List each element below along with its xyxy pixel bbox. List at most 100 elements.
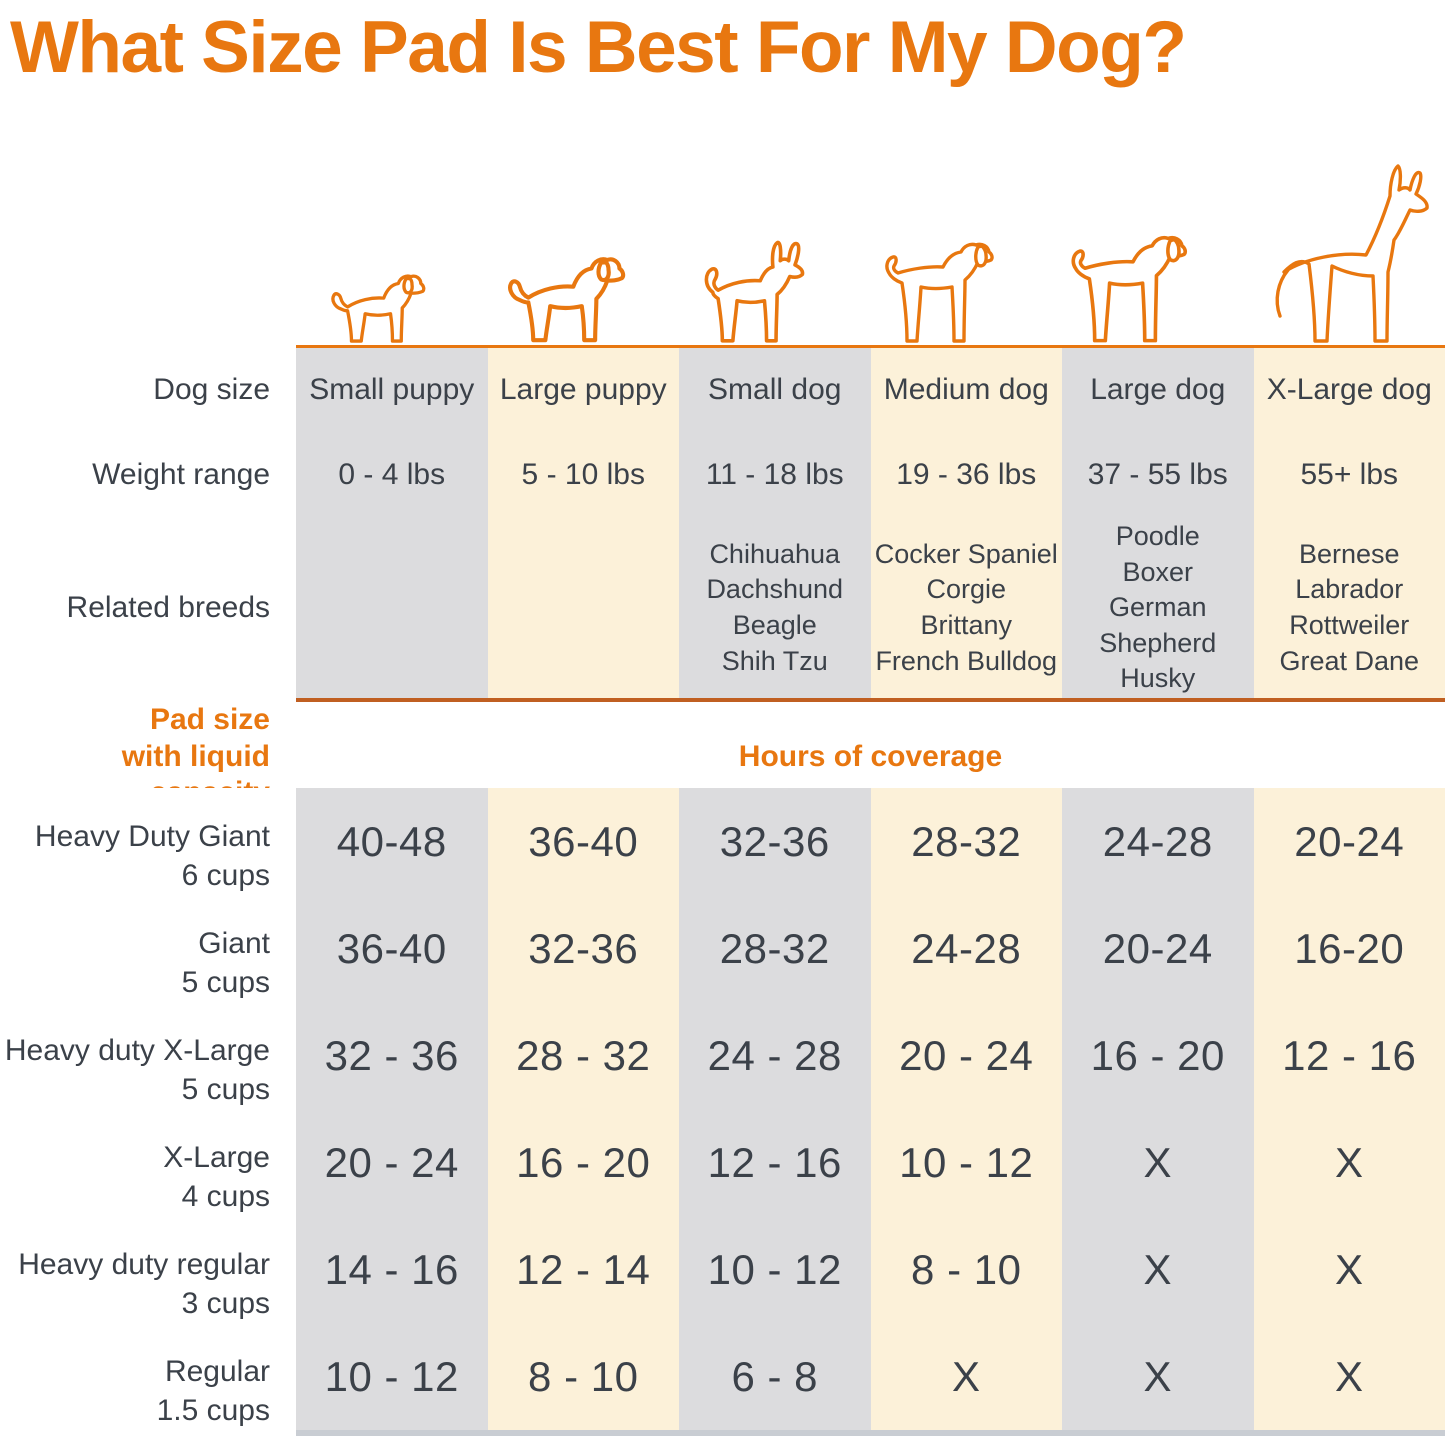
- hours-cell: 28-32: [870, 788, 1062, 895]
- medium-dog-icon: [885, 242, 994, 343]
- related-breeds-row: Related breeds Chihuahua Dachshund Beagl…: [0, 518, 1445, 698]
- breed-line: French Bulldog: [875, 645, 1058, 676]
- pad-name: Heavy duty regular: [18, 1248, 270, 1281]
- pad-capacity: 5 cups: [181, 1073, 270, 1106]
- pad-name: X-Large: [163, 1141, 270, 1174]
- dog-size-cell: Large dog: [1062, 348, 1254, 432]
- pad-row: Heavy duty X-Large 5 cups 32 - 36 28 - 3…: [0, 1002, 1445, 1109]
- pad-capacity: 5 cups: [181, 966, 270, 999]
- hours-cell: 12 - 16: [679, 1109, 871, 1216]
- breed-line: Corgie: [926, 574, 1007, 605]
- pad-name: Regular: [164, 1355, 270, 1388]
- hours-cell: 16-20: [1253, 895, 1445, 1002]
- pad-size-header-line1: Pad size: [149, 703, 270, 736]
- separator-line: [296, 698, 1445, 702]
- hours-cell: 32 - 36: [296, 1002, 488, 1109]
- related-breeds-row-label: Related breeds: [0, 518, 296, 698]
- dog-size-cell: Medium dog: [870, 348, 1062, 432]
- hours-of-coverage-header: Hours of coverage: [738, 739, 1003, 773]
- breeds-cell: Chihuahua Dachshund Beagle Shih Tzu: [679, 518, 871, 698]
- pad-row-label: Heavy duty regular 3 cups: [0, 1216, 296, 1323]
- pad-capacity: 4 cups: [181, 1180, 270, 1213]
- hours-cell: 40-48: [296, 788, 488, 895]
- breed-line: Boxer: [1122, 556, 1194, 587]
- label-column-spacer: [0, 1430, 296, 1436]
- breeds-cell: Poodle Boxer German Shepherd Husky: [1062, 518, 1254, 698]
- dog-baseline: [296, 92, 1445, 348]
- breed-line: Bernese: [1298, 538, 1400, 569]
- hours-cell: 32-36: [487, 895, 679, 1002]
- weight-cell: 37 - 55 lbs: [1062, 432, 1254, 518]
- pad-row: Regular 1.5 cups 10 - 12 8 - 10 6 - 8 X …: [0, 1323, 1445, 1430]
- hours-cell: 20-24: [1253, 788, 1445, 895]
- weight-cell: 11 - 18 lbs: [679, 432, 871, 518]
- pad-row: X-Large 4 cups 20 - 24 16 - 20 12 - 16 1…: [0, 1109, 1445, 1216]
- pad-capacity: 6 cups: [181, 859, 270, 892]
- pad-name: Giant: [198, 927, 270, 960]
- dog-size-cell: Large puppy: [487, 348, 679, 432]
- dog-cell: [1062, 217, 1254, 345]
- hours-cell: 8 - 10: [870, 1216, 1062, 1323]
- hours-cell: 28 - 32: [487, 1002, 679, 1109]
- hours-cell: X: [1253, 1216, 1445, 1323]
- x-large-dog-icon: [1275, 164, 1430, 343]
- breeds-cell: [487, 518, 679, 698]
- hours-cell: 20-24: [1062, 895, 1254, 1002]
- hours-cell: 12 - 16: [1253, 1002, 1445, 1109]
- breeds-cell: [296, 518, 488, 698]
- hours-cell: 24 - 28: [679, 1002, 871, 1109]
- breeds-cell: Cocker Spaniel Corgie Brittany French Bu…: [870, 518, 1062, 698]
- weight-cell: 5 - 10 lbs: [487, 432, 679, 518]
- hours-cell: X: [1253, 1109, 1445, 1216]
- breed-line: Chihuahua: [709, 538, 841, 569]
- breed-line: Labrador: [1295, 574, 1404, 605]
- breeds-cell: Bernese Labrador Rottweiler Great Dane: [1253, 518, 1445, 698]
- hours-cell: 10 - 12: [679, 1216, 871, 1323]
- dog-cell: [679, 227, 871, 345]
- weight-range-row: Weight range 0 - 4 lbs 5 - 10 lbs 11 - 1…: [0, 432, 1445, 518]
- small-puppy-dog-icon: [331, 274, 426, 343]
- hours-cell: 36-40: [487, 788, 679, 895]
- bottom-strip-row: [0, 1430, 1445, 1436]
- breed-line: Cocker Spaniel: [874, 538, 1058, 569]
- weight-range-row-label: Weight range: [0, 432, 296, 518]
- breed-line: Great Dane: [1279, 645, 1420, 676]
- dog-cell: [488, 243, 680, 345]
- hours-cell: 12 - 14: [487, 1216, 679, 1323]
- hours-cell: X: [1253, 1323, 1445, 1430]
- hours-cell: 16 - 20: [1062, 1002, 1254, 1109]
- pad-row: Heavy duty regular 3 cups 14 - 16 12 - 1…: [0, 1216, 1445, 1323]
- pad-size-header: Pad size with liquid capacity: [0, 702, 296, 812]
- small-dog-icon: [704, 240, 805, 343]
- coverage-header-band: Pad size with liquid capacity Hours of c…: [0, 702, 1445, 809]
- pad-row-label: X-Large 4 cups: [0, 1109, 296, 1216]
- hours-cell: 24-28: [1062, 788, 1254, 895]
- page-title: What Size Pad Is Best For My Dog?: [10, 7, 1187, 88]
- pad-row-label: Giant 5 cups: [0, 895, 296, 1002]
- pad-row-label: Regular 1.5 cups: [0, 1323, 296, 1430]
- hours-cell: X: [1062, 1323, 1254, 1430]
- hours-cell: 32-36: [679, 788, 871, 895]
- weight-cell: 19 - 36 lbs: [870, 432, 1062, 518]
- pad-row: Giant 5 cups 36-40 32-36 28-32 24-28 20-…: [0, 895, 1445, 1002]
- pad-capacity: 3 cups: [181, 1287, 270, 1320]
- hours-cell: X: [1062, 1109, 1254, 1216]
- breed-line: Husky: [1120, 663, 1196, 694]
- breed-line: Brittany: [920, 610, 1013, 640]
- dog-size-cell: Small puppy: [296, 348, 488, 432]
- hours-cell: X: [1062, 1216, 1254, 1323]
- breed-line: Rottweiler: [1289, 610, 1410, 640]
- hours-cell: X: [870, 1323, 1062, 1430]
- dog-size-row-label: Dog size: [0, 348, 296, 432]
- hours-cell: 24-28: [870, 895, 1062, 1002]
- hours-cell: 20 - 24: [870, 1002, 1062, 1109]
- dog-size-row: Dog size Small puppy Large puppy Small d…: [0, 348, 1445, 432]
- hours-cell: 20 - 24: [296, 1109, 488, 1216]
- hours-cell: 10 - 12: [870, 1109, 1062, 1216]
- dog-illustrations-row: [0, 92, 1445, 348]
- bottom-strip: [296, 1430, 1445, 1436]
- breed-line: Dachshund: [706, 574, 844, 605]
- pad-row: Heavy Duty Giant 6 cups 40-48 36-40 32-3…: [0, 788, 1445, 895]
- dog-cell: [1254, 160, 1445, 345]
- large-puppy-dog-icon: [504, 243, 662, 345]
